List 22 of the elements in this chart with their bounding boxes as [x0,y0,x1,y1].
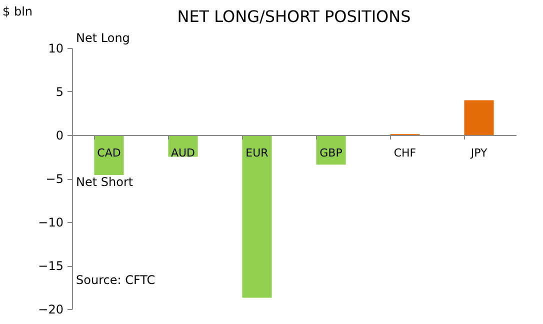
annotation: Source: CFTC [76,273,156,287]
bar [316,135,346,165]
x-tick-label: CHF [394,146,416,160]
y-axis-title: $ bln [2,4,33,18]
x-tick-label: CAD [97,146,121,160]
y-tick-label: −15 [38,259,64,273]
text: Net Long [76,31,130,45]
y-tick-label: −10 [38,216,64,230]
y-tick-label: 0 [56,128,64,142]
bar [94,135,124,176]
x-tick-label: AUD [170,146,196,160]
annotation: Net Short [76,175,134,189]
x-tick-label: EUR [246,146,269,160]
x-tick-label: GBP [320,146,343,160]
chart-title: NET LONG/SHORT POSITIONS [177,7,411,26]
x-tick-label: JPY [470,146,488,160]
y-tick-label: −5 [46,172,64,186]
y-tick-label: 10 [48,42,64,56]
bar [464,100,494,135]
y-tick-label: 5 [56,85,64,99]
bar [242,135,272,298]
y-tick-label: −20 [38,302,64,316]
